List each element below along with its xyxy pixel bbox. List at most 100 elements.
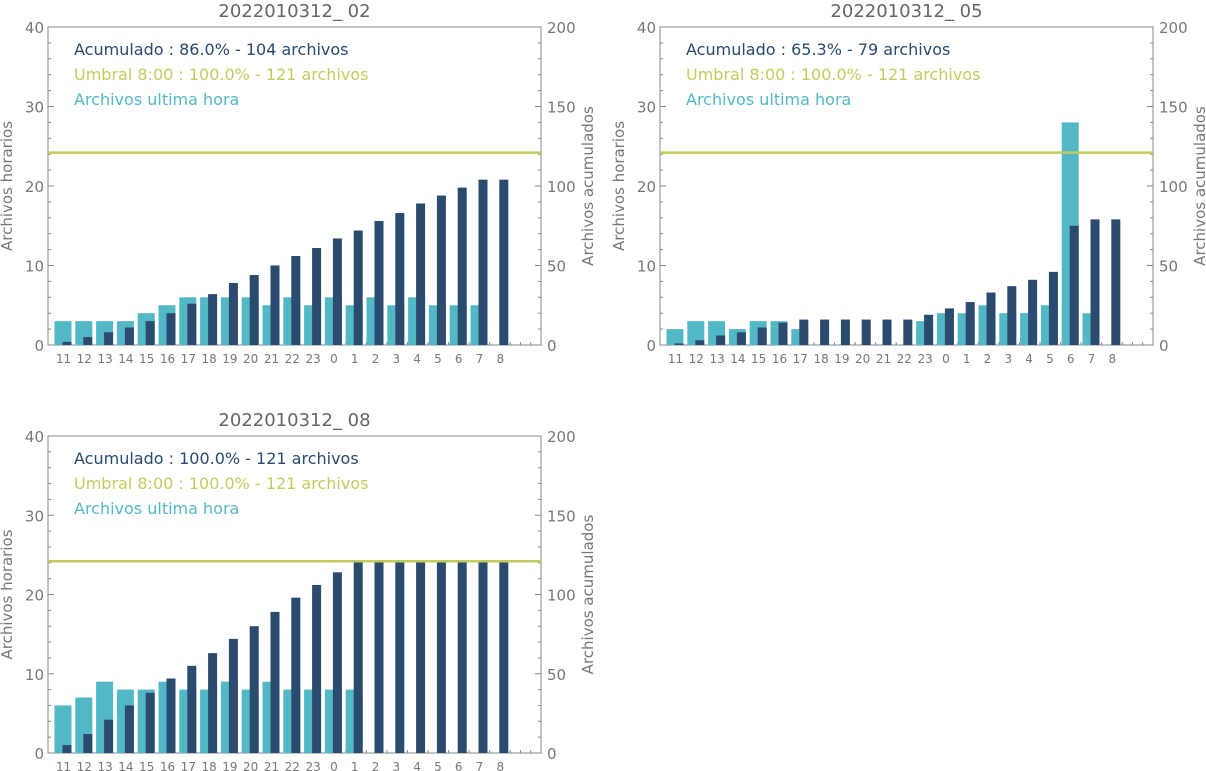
bar-cumulative bbox=[840, 319, 850, 345]
bar-cumulative bbox=[944, 308, 954, 345]
bar-cumulative bbox=[395, 561, 405, 753]
bar-cumulative bbox=[903, 319, 913, 345]
y-tick-label: 20 bbox=[637, 178, 656, 196]
bar-hourly bbox=[54, 705, 72, 753]
legend-entry: Umbral 8:00 : 100.0% - 121 archivos bbox=[74, 474, 368, 493]
bar-cumulative bbox=[62, 745, 72, 753]
y2-tick-label: 150 bbox=[547, 507, 576, 525]
x-tick-label: 23 bbox=[305, 352, 320, 366]
x-tick-label: 8 bbox=[496, 760, 504, 771]
x-tick-label: 19 bbox=[834, 352, 849, 366]
x-tick-label: 14 bbox=[118, 760, 133, 771]
bar-cumulative bbox=[1028, 279, 1038, 345]
bar-cumulative bbox=[291, 597, 301, 753]
legend-entry: Acumulado : 65.3% - 79 archivos bbox=[686, 40, 950, 59]
bar-cumulative bbox=[208, 294, 218, 345]
bar-cumulative bbox=[104, 332, 114, 345]
x-tick-label: 21 bbox=[264, 760, 279, 771]
bar-cumulative bbox=[124, 327, 134, 345]
y-tick-label: 40 bbox=[25, 19, 44, 37]
x-tick-label: 20 bbox=[243, 352, 258, 366]
bar-cumulative bbox=[861, 319, 871, 345]
x-tick-label: 11 bbox=[668, 352, 683, 366]
chart-title: 2022010312_ 05 bbox=[830, 1, 982, 22]
y-tick-label: 30 bbox=[25, 99, 44, 117]
y2-axis-label: Archivos acumulados bbox=[579, 515, 597, 675]
y-tick-label: 0 bbox=[646, 337, 656, 355]
x-tick-label: 23 bbox=[917, 352, 932, 366]
bar-cumulative bbox=[374, 561, 384, 753]
y-axis-label: Archivos horarios bbox=[0, 529, 16, 659]
bar-cumulative bbox=[499, 561, 509, 753]
x-tick-label: 13 bbox=[709, 352, 724, 366]
y-tick-label: 10 bbox=[25, 258, 44, 276]
x-tick-label: 1 bbox=[963, 352, 971, 366]
legend-entry: Archivos ultima hora bbox=[686, 90, 851, 109]
x-tick-label: 13 bbox=[97, 760, 112, 771]
y2-tick-label: 100 bbox=[547, 178, 576, 196]
x-tick-label: 17 bbox=[181, 352, 196, 366]
y2-tick-label: 200 bbox=[547, 19, 576, 37]
y2-tick-label: 200 bbox=[1159, 19, 1188, 37]
chart-panel-3: 2022010312_ 08010203040050100150200Archi… bbox=[0, 410, 597, 771]
bar-cumulative bbox=[104, 719, 114, 753]
bar-hourly bbox=[666, 329, 684, 345]
bar-cumulative bbox=[332, 238, 342, 345]
y2-tick-label: 100 bbox=[547, 587, 576, 605]
x-tick-label: 1 bbox=[351, 352, 359, 366]
x-tick-label: 21 bbox=[876, 352, 891, 366]
bar-cumulative bbox=[312, 248, 322, 345]
y-tick-label: 40 bbox=[637, 19, 656, 37]
x-tick-label: 7 bbox=[1088, 352, 1096, 366]
y2-axis-label: Archivos acumulados bbox=[1191, 106, 1206, 266]
bar-cumulative bbox=[478, 561, 488, 753]
bar-cumulative bbox=[270, 265, 280, 345]
bar-cumulative bbox=[291, 255, 301, 345]
y2-tick-label: 50 bbox=[547, 258, 566, 276]
bar-cumulative bbox=[416, 203, 426, 345]
x-tick-label: 6 bbox=[455, 760, 463, 771]
y2-tick-label: 0 bbox=[1159, 337, 1169, 355]
y-tick-label: 10 bbox=[25, 666, 44, 684]
x-tick-label: 3 bbox=[392, 760, 400, 771]
bar-cumulative bbox=[436, 195, 446, 345]
bar-cumulative bbox=[83, 733, 93, 753]
bar-cumulative bbox=[499, 179, 509, 345]
y2-tick-label: 0 bbox=[547, 745, 557, 763]
y-tick-label: 0 bbox=[34, 337, 44, 355]
bar-cumulative bbox=[799, 319, 809, 345]
y2-tick-label: 50 bbox=[547, 666, 566, 684]
bar-cumulative bbox=[332, 572, 342, 753]
bar-cumulative bbox=[208, 653, 218, 753]
bar-cumulative bbox=[270, 611, 280, 753]
x-tick-label: 19 bbox=[222, 760, 237, 771]
bar-cumulative bbox=[965, 302, 975, 345]
bar-cumulative bbox=[187, 665, 197, 753]
x-tick-label: 8 bbox=[496, 352, 504, 366]
bar-cumulative bbox=[166, 678, 176, 753]
bar-cumulative bbox=[1007, 286, 1017, 345]
x-tick-label: 19 bbox=[222, 352, 237, 366]
bar-cumulative bbox=[986, 292, 996, 345]
x-tick-label: 22 bbox=[285, 352, 300, 366]
bar-cumulative bbox=[124, 705, 134, 753]
x-tick-label: 16 bbox=[160, 760, 175, 771]
chart-panel-2: 2022010312_ 05010203040050100150200Archi… bbox=[610, 1, 1206, 366]
bar-cumulative bbox=[249, 626, 259, 753]
y2-tick-label: 150 bbox=[1159, 99, 1188, 117]
legend-entry: Acumulado : 86.0% - 104 archivos bbox=[74, 40, 349, 59]
bar-cumulative bbox=[1111, 219, 1121, 345]
bar-cumulative bbox=[353, 230, 363, 345]
bar-hourly bbox=[687, 321, 705, 345]
bar-cumulative bbox=[478, 179, 488, 345]
x-tick-label: 4 bbox=[413, 760, 421, 771]
x-tick-label: 5 bbox=[434, 352, 442, 366]
x-tick-label: 5 bbox=[1046, 352, 1054, 366]
chart-title: 2022010312_ 02 bbox=[218, 1, 370, 22]
y-axis-label: Archivos horarios bbox=[610, 121, 628, 251]
y2-tick-label: 100 bbox=[1159, 178, 1188, 196]
bar-cumulative bbox=[820, 319, 830, 345]
bar-cumulative bbox=[1069, 225, 1079, 345]
x-tick-label: 15 bbox=[139, 760, 154, 771]
y-tick-label: 40 bbox=[25, 428, 44, 446]
